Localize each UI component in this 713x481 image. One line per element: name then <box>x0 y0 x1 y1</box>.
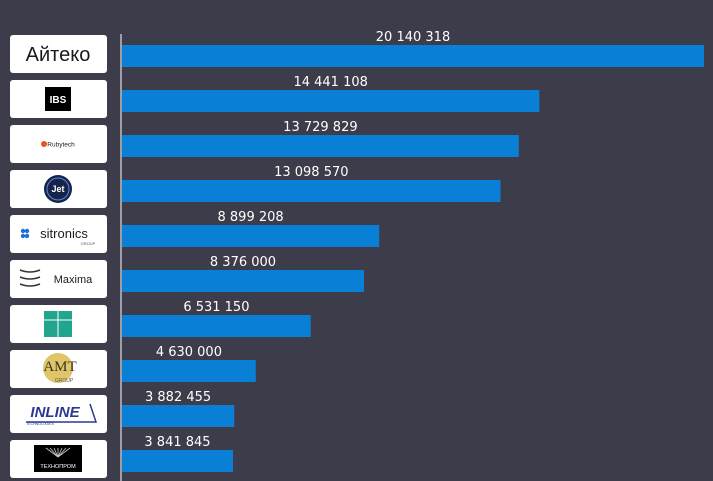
bar <box>122 225 380 247</box>
bar <box>122 90 540 112</box>
value-label: 4 630 000 <box>156 345 222 360</box>
amt-logo: AMT GROUP <box>10 350 107 388</box>
lanit-logo <box>10 305 107 343</box>
value-label: 3 882 455 <box>145 390 211 405</box>
logo-text: INLINE <box>30 404 80 421</box>
value-label: 3 841 845 <box>144 435 210 450</box>
logo-text: IBS <box>50 95 67 106</box>
aiteko-logo: Айтеко <box>10 35 107 73</box>
value-label: 8 899 208 <box>218 210 284 225</box>
logo-text: Rubytech <box>47 142 75 149</box>
jet-logo: Jet <box>10 170 107 208</box>
value-label: 13 098 570 <box>274 165 348 180</box>
logo-subtext: GROUP <box>55 378 74 384</box>
technoprom-mark-icon <box>45 447 71 458</box>
logo-text: AMT <box>43 359 76 375</box>
logo-text: Айтеко <box>26 44 91 66</box>
technoprom-logo: ТЕХНОПРОМ <box>10 440 107 478</box>
ibs-logo: IBS <box>10 80 107 118</box>
bar <box>122 135 519 157</box>
logo-subtext: TECHNOLOGIES <box>26 422 54 426</box>
value-label: 14 441 108 <box>293 75 367 90</box>
maxima-mark-icon <box>19 269 41 287</box>
bar <box>122 360 256 382</box>
logo-text: Jet <box>51 184 64 194</box>
logo-subtext: GROUP <box>81 241 96 246</box>
lanit-mark-icon <box>44 311 72 337</box>
logo-text: sitronics <box>40 226 88 241</box>
bar <box>122 270 364 292</box>
value-label: 20 140 318 <box>376 30 450 45</box>
logo-text: ТЕХНОПРОМ <box>40 464 76 470</box>
rubytech-logo: Rubytech <box>10 125 107 163</box>
bar <box>122 450 233 472</box>
logo-text: Maxima <box>54 274 93 286</box>
value-label: 6 531 150 <box>183 300 249 315</box>
amt-mark-icon <box>43 353 73 383</box>
sitronics-mark-icon <box>20 228 30 239</box>
value-label: 8 376 000 <box>210 255 276 270</box>
bar <box>122 45 704 67</box>
bar <box>122 315 311 337</box>
bar <box>122 405 235 427</box>
maxima-logo: Maxima <box>10 260 107 298</box>
bar <box>122 180 501 202</box>
value-label: 13 729 829 <box>283 120 357 135</box>
